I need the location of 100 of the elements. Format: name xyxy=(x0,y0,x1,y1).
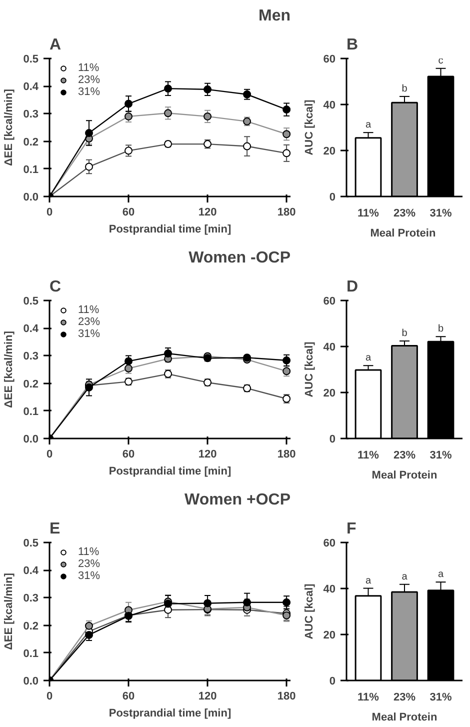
y-tick-label: 0.2 xyxy=(23,378,39,390)
point xyxy=(204,85,212,94)
chart-title: Men xyxy=(258,8,290,24)
y-tick-label: 20 xyxy=(323,388,336,400)
text: E xyxy=(50,520,60,538)
point xyxy=(85,630,94,639)
y-tick-label: 0.1 xyxy=(23,164,39,176)
annotation: a xyxy=(365,352,372,364)
text: C xyxy=(50,278,62,296)
x-axis-title: Postprandial time [min] xyxy=(108,466,232,478)
annotation: b xyxy=(438,324,444,335)
text: B xyxy=(346,36,358,54)
point xyxy=(282,130,290,138)
y-tick-label: 0.5 xyxy=(23,296,39,308)
chart-title: Women +OCP xyxy=(184,492,291,508)
y-tick-label: 60 xyxy=(323,54,336,66)
y-tick-label: 0.2 xyxy=(23,620,39,632)
point xyxy=(282,149,290,158)
legend-label: 23% xyxy=(78,558,100,570)
point xyxy=(243,142,252,150)
y-tick-label: 0 xyxy=(329,676,336,688)
y-tick-label: 0.5 xyxy=(23,538,39,550)
point xyxy=(282,356,290,364)
y-tick-label: 0.4 xyxy=(23,323,40,336)
legend-label: 31% xyxy=(78,86,100,98)
x-tick-label: 0 xyxy=(46,690,53,702)
y-tick-label: 0.2 xyxy=(23,136,39,148)
x-axis-title: Postprandial time [min] xyxy=(108,708,232,720)
y-tick-label: 20 xyxy=(323,630,336,642)
x-tick-label: 60 xyxy=(122,206,135,218)
legend-label: 23% xyxy=(78,74,100,86)
point xyxy=(85,162,94,171)
x-tick-label: 23% xyxy=(393,450,416,462)
y-tick-label: 40 xyxy=(323,342,336,354)
point xyxy=(124,146,133,155)
y-tick-label: 60 xyxy=(323,538,336,550)
y-axis-title: AUC [kcal] xyxy=(303,583,316,640)
y-tick-label: 0.3 xyxy=(23,592,39,605)
x-axis-title: Meal Protein xyxy=(372,470,438,482)
legend-label: 23% xyxy=(78,316,100,328)
x-tick-label: 23% xyxy=(393,208,416,220)
x-tick-label: 120 xyxy=(198,448,217,460)
y-tick-label: 20 xyxy=(323,146,336,158)
y-axis-title: ΔEE [kcal/min] xyxy=(3,572,16,650)
text: F xyxy=(346,520,356,538)
y-tick-label: 0.5 xyxy=(23,54,39,66)
x-tick-label: 60 xyxy=(122,690,135,702)
y-tick-label: 0.0 xyxy=(23,676,39,688)
annotation: a xyxy=(438,569,444,580)
y-tick-label: 0 xyxy=(329,192,336,204)
point xyxy=(164,350,172,358)
x-tick-label: 120 xyxy=(198,690,217,702)
x-tick-label: 60 xyxy=(122,448,135,460)
y-tick-label: 60 xyxy=(323,296,336,308)
y-axis-title: ΔEE [kcal/min] xyxy=(3,330,16,408)
point xyxy=(124,357,133,366)
y-axis-title: AUC [kcal] xyxy=(303,99,316,156)
y-tick-label: 0 xyxy=(329,434,336,446)
legend-label: 11% xyxy=(78,546,100,558)
annotation: b xyxy=(402,83,408,94)
x-axis-title: Meal Protein xyxy=(372,712,438,724)
x-axis-title: Meal Protein xyxy=(370,228,436,240)
y-tick-label: 40 xyxy=(323,100,336,112)
x-tick-label: 31% xyxy=(430,208,452,220)
y-tick-label: 0.3 xyxy=(23,350,39,363)
y-axis-title: AUC [kcal] xyxy=(303,341,316,398)
y-tick-label: 0.4 xyxy=(23,81,40,94)
text: D xyxy=(346,278,358,296)
y-tick-label: 40 xyxy=(323,584,336,596)
y-axis-title: ΔEE [kcal/min] xyxy=(3,88,16,166)
annotation: a xyxy=(365,575,372,586)
x-tick-label: 0 xyxy=(46,448,53,460)
x-tick-label: 180 xyxy=(277,448,296,460)
x-tick-label: 23% xyxy=(393,692,416,704)
x-tick-label: 11% xyxy=(358,450,380,462)
point xyxy=(85,129,94,138)
point xyxy=(282,106,290,114)
y-tick-label: 0.4 xyxy=(23,565,40,578)
point xyxy=(164,84,172,93)
point xyxy=(204,599,212,608)
y-tick-label: 0.1 xyxy=(23,648,39,660)
x-tick-label: 31% xyxy=(430,692,452,704)
legend-label: 31% xyxy=(78,570,100,582)
point xyxy=(124,100,133,108)
x-tick-label: 180 xyxy=(277,690,296,702)
y-tick-label: 0.0 xyxy=(23,192,39,204)
x-tick-label: 0 xyxy=(46,206,53,218)
point xyxy=(164,109,172,118)
text: A xyxy=(50,36,62,54)
chart-title: Women -OCP xyxy=(188,250,291,266)
legend-label: 31% xyxy=(78,328,100,340)
annotation: a xyxy=(365,120,372,131)
legend-label: 11% xyxy=(78,62,100,74)
x-tick-label: 11% xyxy=(358,208,380,220)
x-tick-label: 180 xyxy=(277,206,296,218)
x-tick-label: 11% xyxy=(358,692,380,704)
x-axis-title: Postprandial time [min] xyxy=(108,224,232,236)
y-tick-label: 0.1 xyxy=(23,406,39,418)
x-tick-label: 31% xyxy=(430,450,452,462)
x-tick-label: 120 xyxy=(198,206,217,218)
